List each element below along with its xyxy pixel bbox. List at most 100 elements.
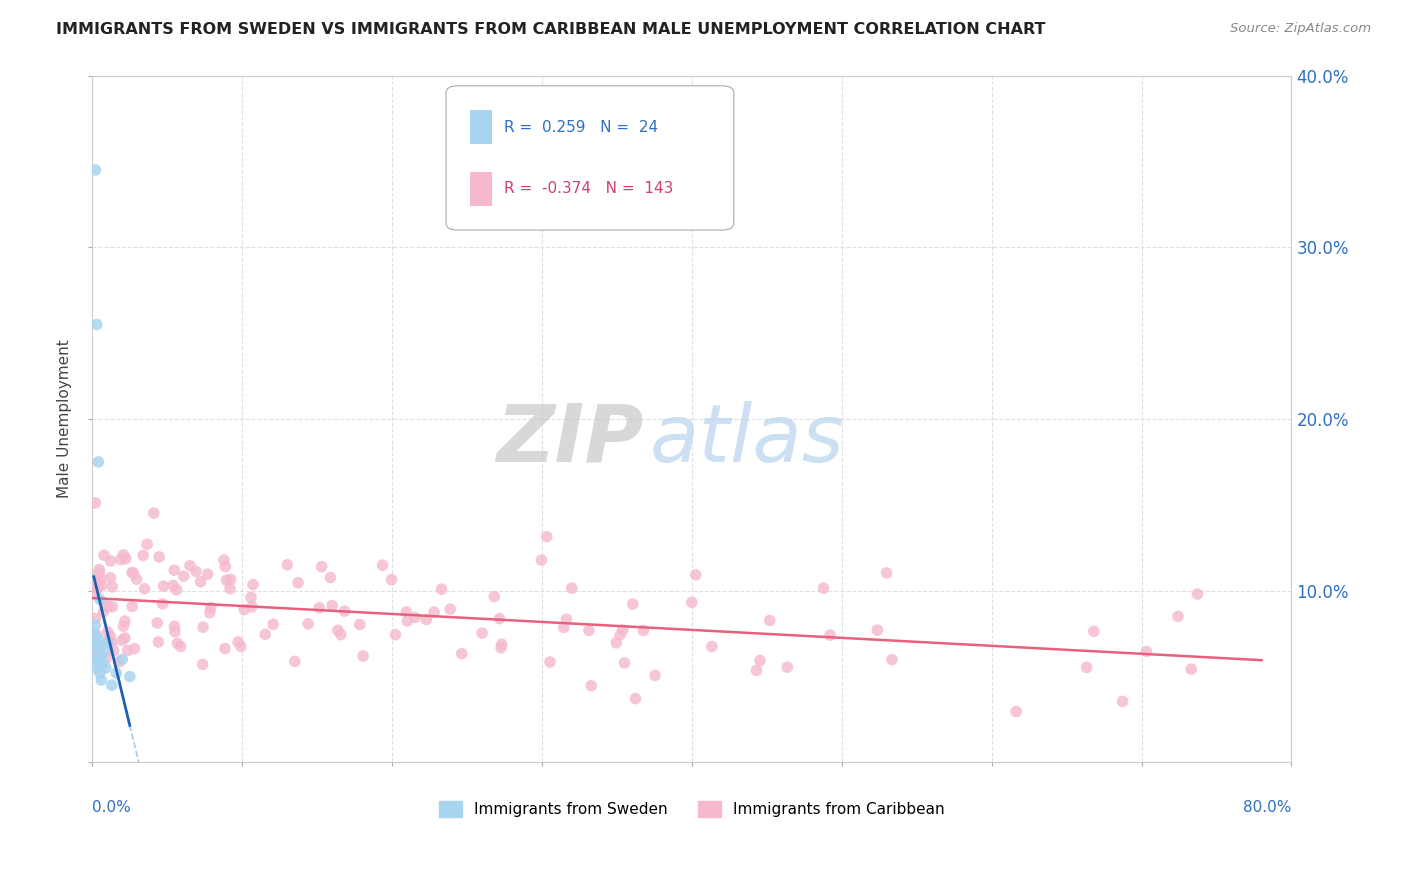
- Point: [115, 551, 138, 566]
- Point: [333, 604, 356, 618]
- Point: [214, 641, 236, 656]
- Point: [132, 549, 155, 563]
- Point: [226, 635, 249, 649]
- Point: [197, 567, 219, 582]
- Point: [94, 651, 117, 665]
- Point: [308, 600, 330, 615]
- Point: [173, 569, 195, 583]
- Point: [745, 664, 768, 678]
- Point: [84, 635, 107, 649]
- Point: [163, 624, 186, 639]
- Point: [1076, 660, 1098, 674]
- Point: [84, 496, 107, 510]
- Point: [240, 599, 263, 614]
- Y-axis label: Male Unemployment: Male Unemployment: [58, 340, 72, 499]
- Point: [644, 668, 666, 682]
- Point: [219, 582, 242, 596]
- Legend: Immigrants from Sweden, Immigrants from Caribbean: Immigrants from Sweden, Immigrants from …: [433, 796, 950, 823]
- Point: [97, 624, 120, 639]
- Point: [1135, 644, 1157, 658]
- Point: [125, 572, 148, 586]
- Point: [152, 597, 174, 611]
- Point: [90, 648, 112, 663]
- Point: [90, 578, 112, 592]
- Text: IMMIGRANTS FROM SWEDEN VS IMMIGRANTS FROM CARIBBEAN MALE UNEMPLOYMENT CORRELATIO: IMMIGRANTS FROM SWEDEN VS IMMIGRANTS FRO…: [56, 22, 1046, 37]
- Point: [329, 627, 352, 641]
- Point: [262, 617, 284, 632]
- Point: [86, 582, 108, 596]
- Point: [396, 614, 419, 628]
- Point: [84, 586, 107, 600]
- Point: [179, 558, 201, 573]
- Text: 80.0%: 80.0%: [1243, 800, 1292, 815]
- Point: [148, 549, 170, 564]
- Point: [1180, 662, 1202, 676]
- Point: [83, 626, 105, 640]
- Point: [423, 605, 446, 619]
- Point: [609, 628, 631, 642]
- Point: [101, 636, 124, 650]
- Point: [101, 580, 124, 594]
- Point: [89, 639, 111, 653]
- Point: [484, 590, 506, 604]
- Point: [450, 647, 472, 661]
- Point: [352, 649, 374, 664]
- Text: 0.0%: 0.0%: [93, 800, 131, 815]
- Point: [1111, 694, 1133, 708]
- Point: [89, 666, 111, 681]
- Point: [142, 506, 165, 520]
- Point: [326, 624, 349, 638]
- Point: [319, 571, 342, 585]
- Point: [190, 574, 212, 589]
- Point: [90, 572, 112, 586]
- Point: [96, 635, 118, 649]
- Point: [114, 631, 136, 645]
- Point: [311, 559, 333, 574]
- Point: [685, 567, 707, 582]
- Point: [395, 605, 418, 619]
- Point: [93, 605, 115, 619]
- Point: [229, 640, 252, 654]
- FancyBboxPatch shape: [470, 110, 492, 145]
- Point: [91, 656, 114, 670]
- Point: [118, 669, 141, 683]
- Point: [581, 679, 603, 693]
- Point: [169, 640, 191, 654]
- Point: [84, 611, 107, 625]
- Text: atlas: atlas: [650, 401, 845, 479]
- Point: [184, 565, 207, 579]
- Point: [117, 643, 139, 657]
- Point: [215, 574, 238, 588]
- Point: [624, 691, 647, 706]
- Point: [105, 666, 128, 681]
- Point: [163, 563, 186, 577]
- Point: [93, 644, 115, 658]
- Point: [94, 661, 117, 675]
- Point: [633, 624, 655, 638]
- Text: R =  -0.374   N =  143: R = -0.374 N = 143: [503, 181, 673, 196]
- Point: [98, 629, 121, 643]
- Point: [1187, 587, 1209, 601]
- Point: [86, 318, 108, 332]
- Point: [166, 636, 188, 650]
- Point: [111, 652, 134, 666]
- Point: [1167, 609, 1189, 624]
- Point: [321, 599, 343, 613]
- Point: [110, 552, 132, 566]
- Point: [89, 566, 111, 581]
- Point: [86, 628, 108, 642]
- FancyBboxPatch shape: [446, 86, 734, 230]
- Point: [121, 566, 143, 580]
- Point: [114, 614, 136, 628]
- Point: [613, 656, 636, 670]
- Point: [86, 652, 108, 666]
- Point: [284, 654, 307, 668]
- Point: [87, 656, 110, 670]
- Point: [162, 578, 184, 592]
- Point: [536, 530, 558, 544]
- Text: Source: ZipAtlas.com: Source: ZipAtlas.com: [1230, 22, 1371, 36]
- Point: [98, 634, 121, 648]
- Point: [136, 537, 159, 551]
- FancyBboxPatch shape: [470, 171, 492, 206]
- Point: [94, 597, 117, 611]
